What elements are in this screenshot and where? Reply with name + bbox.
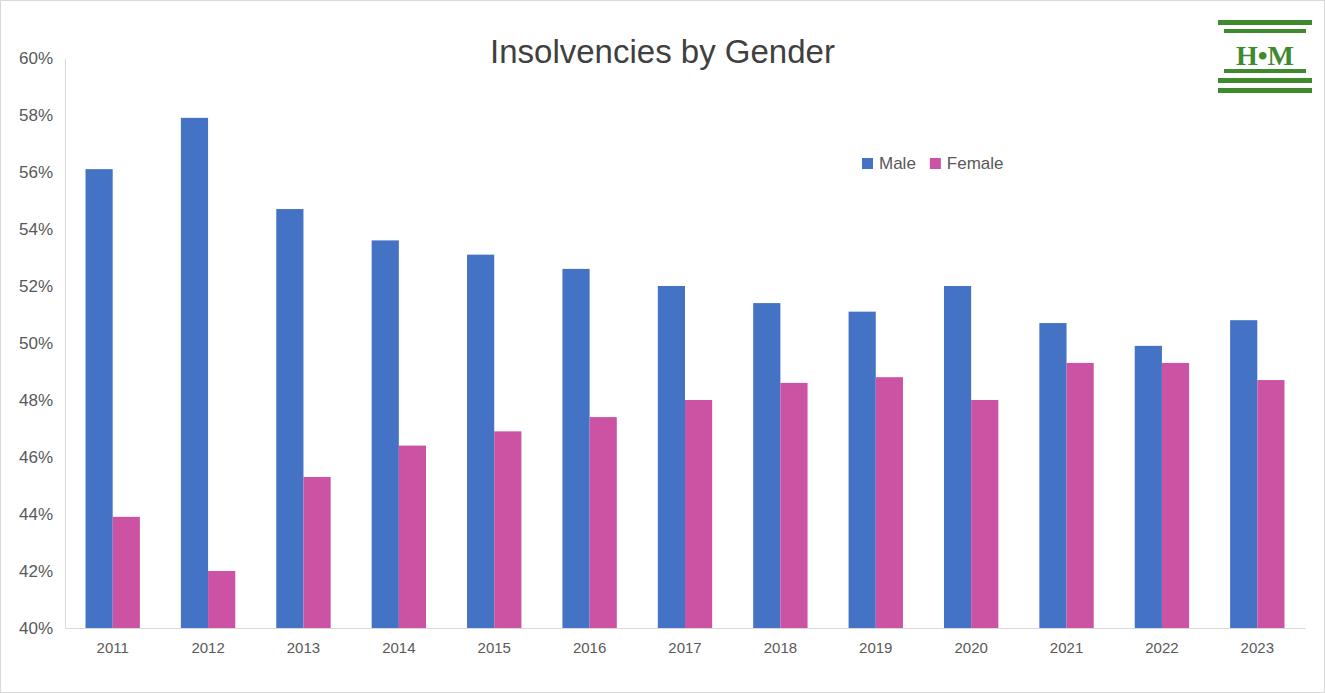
bar [1039,323,1066,628]
x-tick: 2017 [668,628,701,656]
x-tick: 2012 [191,628,224,656]
y-tick: 48% [19,391,65,410]
x-tick: 2022 [1145,628,1178,656]
y-tick: 52% [19,277,65,296]
x-tick: 2019 [859,628,892,656]
legend-item: Male [862,154,916,173]
y-tick: 46% [19,448,65,467]
x-tick-label: 2016 [573,639,606,656]
x-tick-label: 2018 [764,639,797,656]
legend-label: Female [947,154,1004,173]
bar [1135,346,1162,628]
bar [372,240,399,628]
bar [467,255,494,628]
bar [971,400,998,628]
y-tick-label: 54% [19,220,53,239]
logo: H•M [1218,20,1312,93]
y-tick-label: 58% [19,106,53,125]
x-tick: 2014 [382,628,415,656]
bar [276,209,303,628]
legend-label: Male [879,154,916,173]
y-tick: 56% [19,163,65,182]
bars [86,118,1285,628]
y-tick: 58% [19,106,65,125]
bar [562,269,589,628]
x-tick-label: 2023 [1241,639,1274,656]
logo-stripe [1218,20,1312,25]
x-tick-label: 2012 [191,639,224,656]
y-tick: 50% [19,334,65,353]
bar [1230,320,1257,628]
bar [849,312,876,628]
bar [944,286,971,628]
bar [303,477,330,628]
logo-text: H•M [1236,40,1294,71]
x-axis: 2011 2012 2013 2014 2015 2016 2017 2018 2019 2020… [66,628,1306,656]
bar [399,446,426,628]
x-tick-label: 2015 [478,639,511,656]
bar [86,169,113,628]
y-tick-label: 56% [19,163,53,182]
bar [685,400,712,628]
logo-stripe [1218,78,1312,83]
bar [208,571,235,628]
y-tick-label: 42% [19,562,53,581]
x-tick-label: 2020 [954,639,987,656]
x-tick: 2015 [478,628,511,656]
bar [181,118,208,628]
bar [494,431,521,628]
y-axis-line [65,59,66,629]
y-tick-label: 50% [19,334,53,353]
y-tick: 40% [19,619,65,638]
logo-stripe [1218,88,1312,93]
y-tick: 60% [19,49,65,68]
x-tick-label: 2021 [1050,639,1083,656]
y-tick-label: 52% [19,277,53,296]
x-axis-line [66,628,1306,629]
bar [658,286,685,628]
bar [113,517,140,628]
y-tick-label: 44% [19,505,53,524]
x-tick: 2011 [97,628,129,656]
bar [876,377,903,628]
series-bars [113,363,1285,628]
x-tick: 2021 [1050,628,1083,656]
y-tick: 42% [19,562,65,581]
chart: 40%42%44%46%48%50%52%54%56%58%60%2011201… [0,0,1325,693]
y-tick-label: 40% [19,619,53,638]
y-tick-label: 48% [19,391,53,410]
x-tick: 2018 [764,628,797,656]
bar [1162,363,1189,628]
x-tick-label: 2019 [859,639,892,656]
y-tick-label: 60% [19,49,53,68]
x-tick-label: 2013 [287,639,320,656]
x-tick: 2013 [287,628,320,656]
x-tick: 2023 [1241,628,1274,656]
legend-swatch [862,158,873,169]
x-tick-label: 2014 [382,639,415,656]
x-tick-label: 2011 [97,639,129,656]
y-tick-label: 46% [19,448,53,467]
title: Insolvencies by Gender [490,33,835,70]
logo-stripe [1224,29,1306,33]
bar [590,417,617,628]
background [1,1,1325,693]
y-tick: 44% [19,505,65,524]
bar [780,383,807,628]
x-tick-label: 2022 [1145,639,1178,656]
bar [1257,380,1284,628]
series-bars [86,118,1258,628]
bar [1067,363,1094,628]
bar [753,303,780,628]
x-tick: 2020 [954,628,987,656]
legend-item: Female [930,154,1004,173]
legend-swatch [930,158,941,169]
y-tick: 54% [19,220,65,239]
plot-area: 40%42%44%46%48%50%52%54%56%58%60%2011201… [19,49,1306,656]
x-tick: 2016 [573,628,606,656]
y-axis: 40% 42% 44% 46% 48% 50% 52% 54% 56% 58% 60% [19,49,66,638]
x-tick-label: 2017 [668,639,701,656]
legend: Male Female [862,154,1004,173]
